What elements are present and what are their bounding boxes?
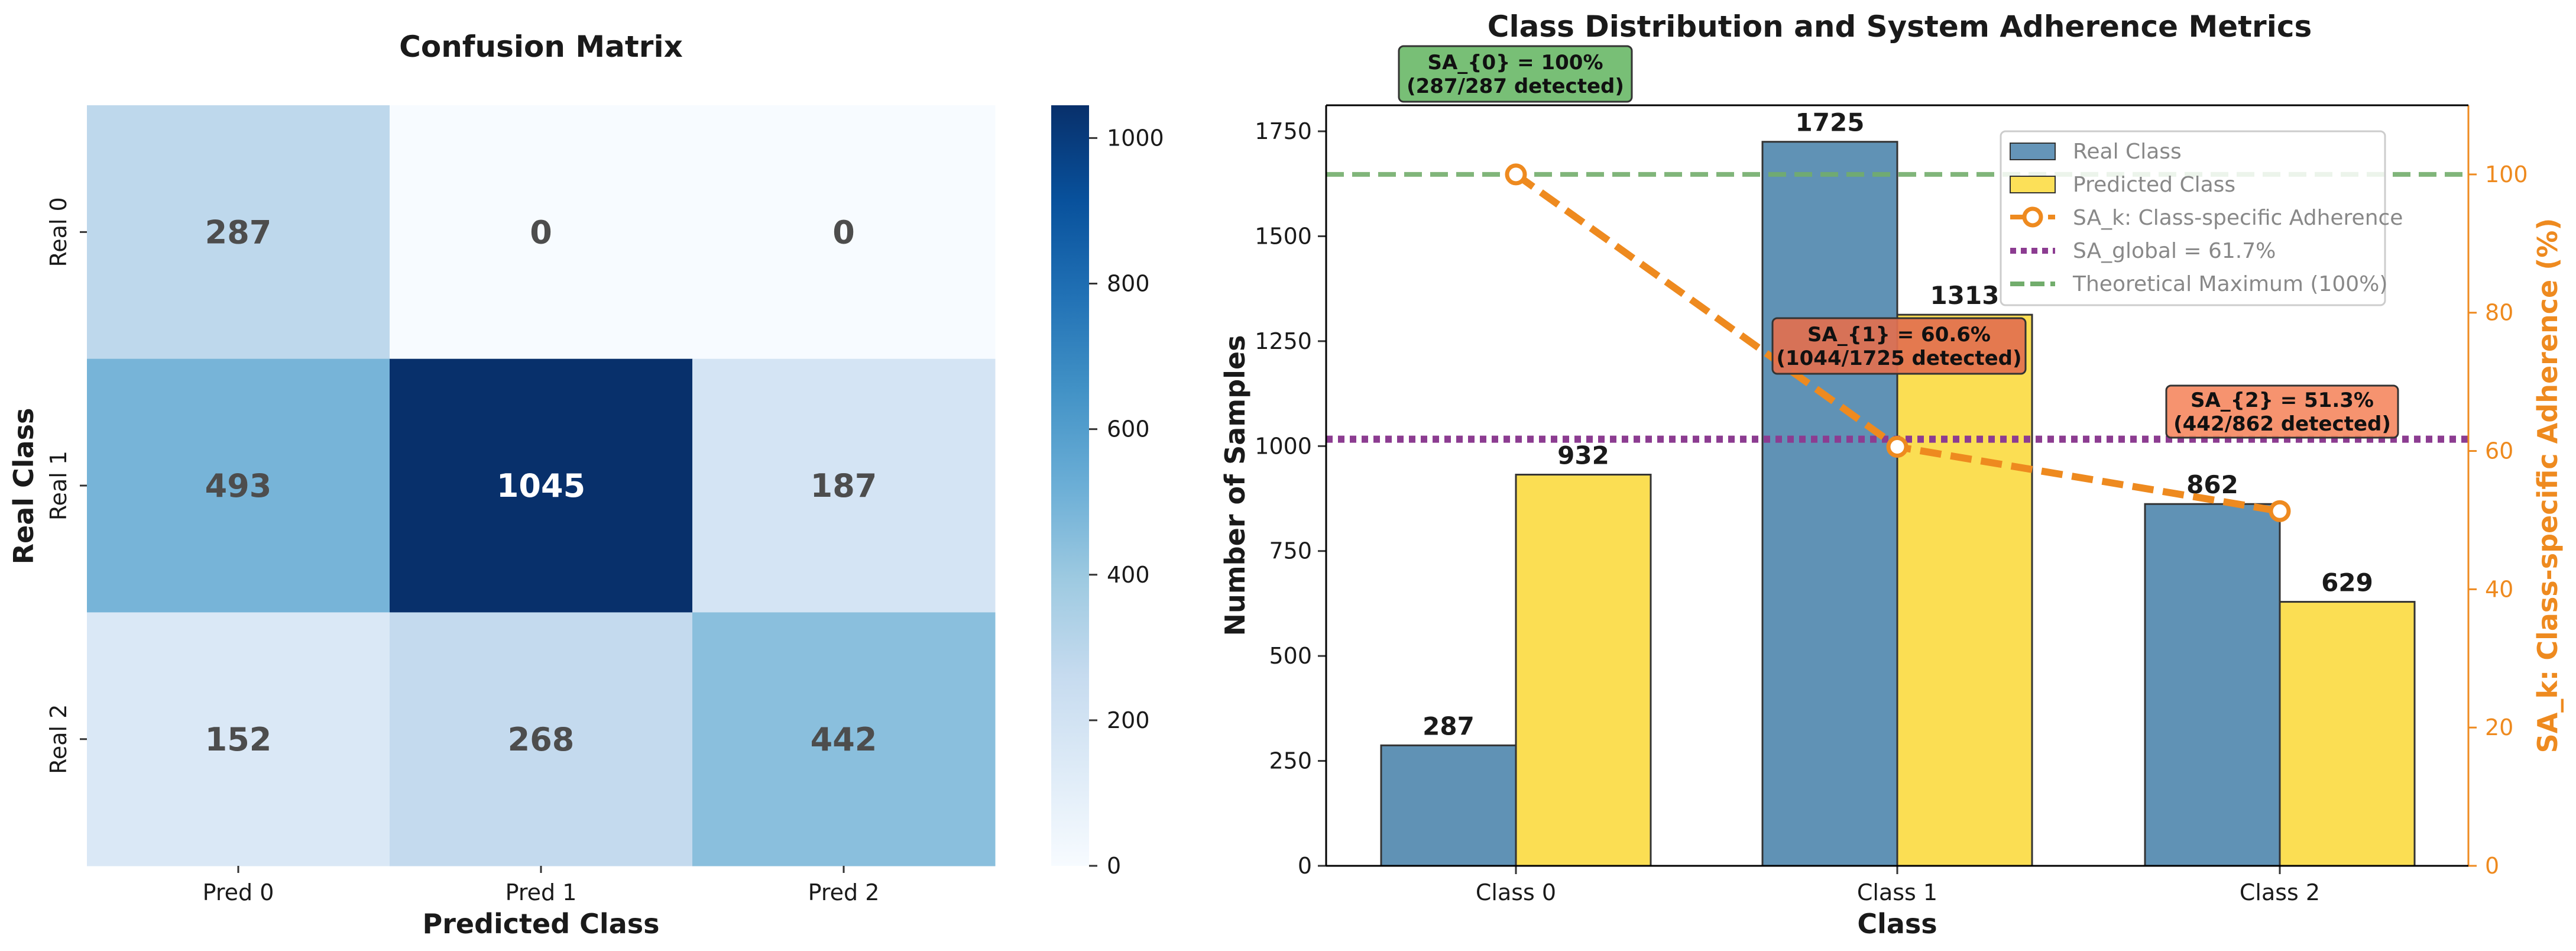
annotation-line2: (442/862 detected) [2173,412,2391,436]
heatmap-cell-r1-c0 [87,358,390,613]
heatmap-cell-value: 152 [205,721,272,758]
heatmap-x-tick-label: Pred 0 [203,879,274,905]
annotation-box-1 [1771,317,2027,375]
bar-value-label: 932 [1557,441,1609,470]
heatmap-colorbar [1051,105,1089,866]
heatmap-y-tick-label: Real 1 [46,451,72,520]
bar-real-2 [2144,503,2281,867]
heatmap-cell-r1-c2 [692,358,996,613]
bar-value-label: 1725 [1796,108,1865,137]
bar-chart-legend: Real Class Predicted Class SA_k: Class-s… [2000,130,2403,306]
sa-k-point-1 [1886,436,1908,458]
heatmap-cell-value: 493 [205,467,272,504]
heatmap-cell-value: 187 [811,467,877,504]
heatmap-cell-value: 287 [205,214,272,251]
heatmap-x-tick-label: Pred 1 [506,879,577,905]
bar-y-tick-label: 750 [1269,538,1312,564]
bar-value-label: 1313 [1930,281,2000,310]
bar-y2-axis-label: SA_k: Class-specific Adherence (%) [2532,218,2564,753]
heatmap-cell-value: 442 [811,721,877,758]
colorbar-tick-label: 600 [1107,416,1150,442]
heatmap-cell-r1-c1 [390,358,693,613]
colorbar-tick-label: 200 [1107,707,1150,733]
bar-y2-tick-label: 80 [2485,300,2513,326]
class-distribution-chart: Class Distribution and System Adherence … [1219,9,2564,940]
heatmap-cell-value: 0 [832,214,855,251]
heatmap-y-tick-label: Real 2 [46,704,72,774]
bar-y2-tick-label: 60 [2485,438,2513,464]
heatmap-y-axis-label: Real Class [8,408,40,565]
colorbar-tick-label: 0 [1107,853,1121,879]
annotation-line1: SA_{0} = 100% [1427,51,1603,75]
bar-value-label: 629 [2321,568,2373,597]
annotation-box-0 [1398,45,1633,103]
bar-x-tick-label: Class 1 [1857,879,1937,905]
heatmap-cell-r0-c2 [692,105,996,360]
heatmap-cell-value: 268 [508,721,575,758]
legend-label-global: SA_global = 61.7% [2073,239,2276,263]
bar-y-tick-label: 1000 [1255,433,1312,459]
bar-real-1 [1761,141,1898,867]
bar-chart-title: Class Distribution and System Adherence … [1488,9,2312,44]
annotation-line1: SA_{1} = 60.6% [1807,323,1991,347]
bar-y-tick-label: 250 [1269,748,1312,774]
heatmap-cell-r0-c1 [390,105,693,360]
bar-y-tick-label: 1750 [1255,118,1312,144]
bar-y2-tick-label: 40 [2485,576,2513,602]
bar-y-tick-label: 500 [1269,643,1312,669]
legend-swatch-predicted [2010,176,2056,193]
legend-label-max: Theoretical Maximum (100%) [2072,272,2387,296]
heatmap-cell-r2-c2 [692,612,996,866]
sa-k-point-0 [1505,163,1527,186]
bar-x-tick-label: Class 0 [1476,879,1556,905]
annotation-box-2 [2165,384,2399,439]
bar-y-tick-label: 0 [1298,853,1312,879]
bar-y-tick-label: 1250 [1255,328,1312,354]
heatmap-cell-r0-c0 [87,105,390,360]
heatmap-x-tick-label: Pred 2 [808,879,880,905]
bar-y-tick-label: 1500 [1255,223,1312,249]
bar-predicted-0 [1515,474,1652,867]
heatmap-y-tick-label: Real 0 [46,197,72,267]
legend-label-sak: SA_k: Class-specific Adherence [2073,206,2403,230]
legend-frame [2000,130,2386,306]
annotation-line2: (1044/1725 detected) [1776,347,2021,370]
colorbar-tick-label: 400 [1107,562,1150,588]
annotation-line2: (287/287 detected) [1407,75,1624,98]
bar-real-0 [1380,744,1517,867]
bar-y2-tick-label: 100 [2485,161,2528,187]
heatmap-cell-r2-c1 [390,612,693,866]
heatmap-cell-value: 0 [530,214,552,251]
colorbar-tick-label: 800 [1107,271,1150,297]
bar-y2-tick-label: 0 [2485,853,2499,879]
colorbar-tick-label: 1000 [1107,125,1164,151]
bar-y2-tick-label: 20 [2485,714,2513,740]
bar-x-tick-label: Class 2 [2240,879,2320,905]
sa-k-point-2 [2269,500,2291,522]
annotation-line1: SA_{2} = 51.3% [2191,389,2374,412]
heatmap-title: Confusion Matrix [399,30,683,64]
legend-swatch-real [2010,143,2056,160]
bar-x-axis-label: Class [1857,908,1937,940]
legend-label-real: Real Class [2073,140,2182,164]
legend-label-predicted: Predicted Class [2073,173,2235,197]
heatmap-cell-value: 1045 [497,467,585,504]
heatmap-x-axis-label: Predicted Class [422,908,659,940]
bar-value-label: 287 [1423,711,1475,740]
confusion-matrix-chart: Confusion Matrix 287 0 0 493 1045 187 152 268 44… [8,30,1164,940]
bar-predicted-2 [2279,601,2416,867]
heatmap-cell-r2-c0 [87,612,390,866]
legend-swatch-sak-marker [2022,206,2043,228]
bar-predicted-1 [1896,313,2033,867]
bar-y-axis-label: Number of Samples [1219,335,1251,636]
